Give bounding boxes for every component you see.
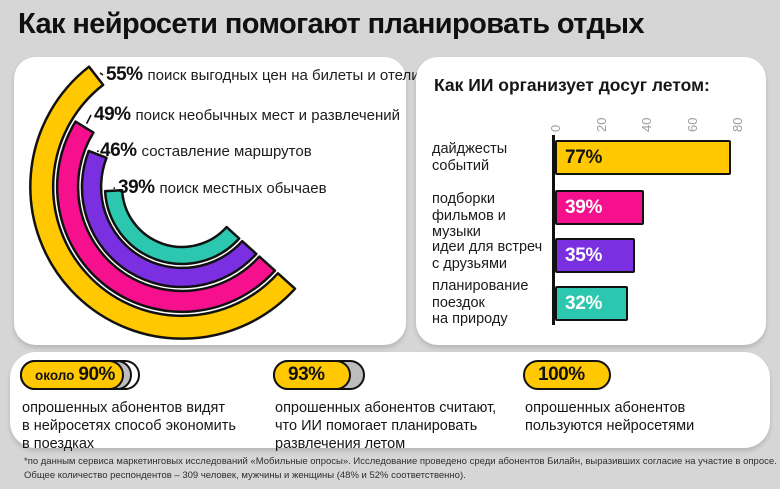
radial-label-category: составление маршрутов bbox=[141, 143, 312, 160]
footnote-line-2: Общее количество респондентов – 309 чело… bbox=[24, 470, 466, 481]
stat-badge-value: 93% bbox=[288, 364, 325, 385]
bar-row-label: подборки фильмов и музыки bbox=[432, 191, 506, 241]
axis-tick-label: 60 bbox=[684, 117, 700, 132]
stat-badge-value: 100% bbox=[538, 364, 585, 385]
bar: 39% bbox=[555, 190, 644, 225]
stat-block: около 90% опрошенных абонентов видят в ней… bbox=[20, 360, 264, 452]
bar-value: 32% bbox=[565, 292, 603, 314]
radial-chart-panel: 55% поиск выгодных цен на билеты и отели 4… bbox=[14, 57, 420, 345]
stat-badge: около 90% bbox=[20, 360, 264, 390]
axis-tick-label: 80 bbox=[730, 117, 745, 132]
stat-badge-prefix: около bbox=[35, 367, 75, 383]
stat-block: 100% опрошенных абонентов пользуются нейр… bbox=[523, 360, 767, 434]
bar-row-label: дайджесты событий bbox=[432, 141, 508, 174]
bar-row-label: идеи для встреч с друзьями bbox=[432, 239, 543, 272]
axis-tick-label: 0 bbox=[548, 124, 563, 132]
radial-label-category: поиск выгодных цен на билеты и отели bbox=[147, 67, 420, 84]
stat-description: опрошенных абонентов пользуются нейросет… bbox=[525, 400, 695, 434]
bar: 77% bbox=[555, 140, 731, 175]
radial-label: 49% поиск необычных мест и развлечений bbox=[94, 105, 400, 126]
stat-badge-fill: 100% bbox=[523, 360, 611, 390]
footnote: *по данным сервиса маркетинговых исследо… bbox=[24, 455, 777, 483]
stat-badge: 93% bbox=[273, 360, 517, 390]
axis-tick-label: 20 bbox=[593, 117, 609, 132]
radial-label-value: 39% bbox=[118, 177, 155, 198]
bar-value: 77% bbox=[565, 146, 603, 168]
radial-label-category: поиск необычных мест и развлечений bbox=[135, 107, 401, 124]
bar: 32% bbox=[555, 286, 628, 321]
radial-label: 46% составление маршрутов bbox=[100, 141, 312, 162]
leader-line bbox=[85, 114, 92, 125]
radial-label-value: 55% bbox=[106, 64, 143, 85]
bar-chart-panel: Как ИИ организует досуг летом: 0 20 40 60 80… bbox=[416, 57, 766, 345]
bar-value: 35% bbox=[565, 244, 603, 266]
stat-badge-fill: 93% bbox=[273, 360, 351, 390]
page-title: Как нейросети помогают планировать отдых bbox=[18, 8, 645, 40]
stats-panel: около 90% опрошенных абонентов видят в ней… bbox=[10, 352, 770, 452]
stat-description: опрошенных абонентов видят в нейросетях … bbox=[22, 400, 236, 452]
leader-line bbox=[99, 72, 104, 76]
radial-arc bbox=[29, 65, 297, 340]
bar-row-label: планирование поездок на природу bbox=[432, 278, 529, 328]
radial-label-value: 46% bbox=[100, 140, 137, 161]
bar-value: 39% bbox=[565, 196, 603, 218]
stat-badge-value: 90% bbox=[78, 364, 115, 385]
radial-arc bbox=[80, 149, 258, 289]
stat-block: 93% опрошенных абонентов считают, что ИИ … bbox=[273, 360, 517, 452]
radial-label: 39% поиск местных обычаев bbox=[118, 178, 327, 199]
radial-arc bbox=[103, 188, 241, 266]
radial-arc bbox=[55, 120, 277, 314]
footnote-line-1: *по данным сервиса маркетинговых исследо… bbox=[24, 456, 777, 467]
stat-badge-fill: около 90% bbox=[20, 360, 124, 390]
radial-label-category: поиск местных обычаев bbox=[159, 180, 327, 197]
axis-tick-label: 40 bbox=[639, 117, 654, 132]
radial-label: 55% поиск выгодных цен на билеты и отели bbox=[106, 65, 420, 86]
radial-chart bbox=[29, 65, 297, 340]
axis-line bbox=[552, 135, 555, 325]
bar-chart-title: Как ИИ организует досуг летом: bbox=[434, 75, 710, 95]
stat-description: опрошенных абонентов считают, что ИИ пом… bbox=[275, 400, 497, 452]
bar: 35% bbox=[555, 238, 635, 273]
stat-badge: 100% bbox=[523, 360, 767, 390]
radial-label-value: 49% bbox=[94, 104, 131, 125]
